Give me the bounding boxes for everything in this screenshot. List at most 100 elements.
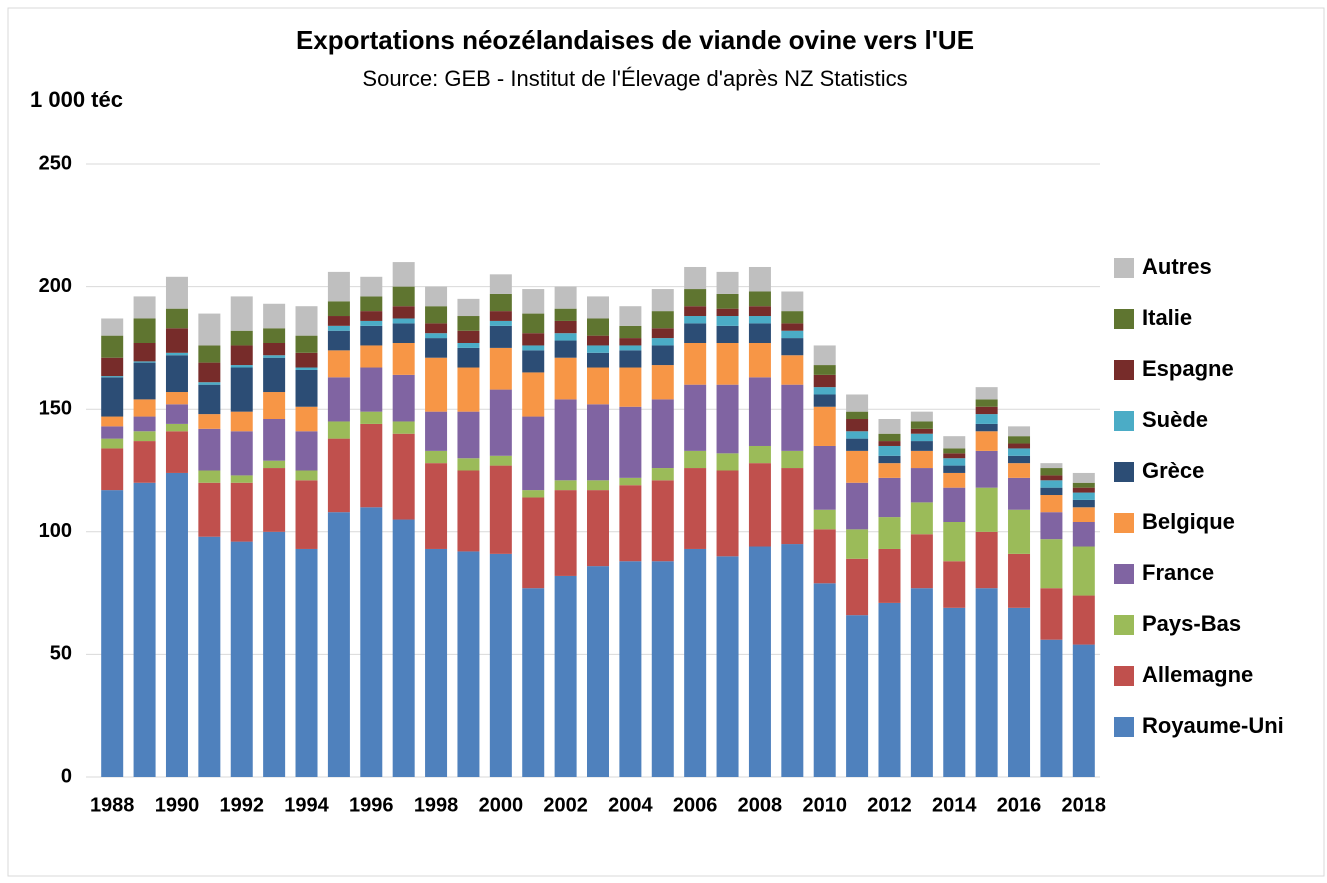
bar-segment xyxy=(813,387,836,395)
bar-segment xyxy=(554,308,577,321)
bar-segment xyxy=(425,286,448,307)
bar-segment xyxy=(133,318,156,343)
bar-segment xyxy=(198,313,221,346)
bar-segment xyxy=(619,306,642,326)
bar-segment xyxy=(1040,487,1063,496)
bar-segment xyxy=(263,392,286,420)
bar-segment xyxy=(133,399,156,417)
bar-segment xyxy=(587,352,609,368)
bar-segment xyxy=(619,345,642,351)
y-tick-label: 0 xyxy=(61,765,72,787)
bar-segment xyxy=(360,325,383,346)
bar-segment xyxy=(975,487,998,532)
bar-segment xyxy=(813,529,836,584)
bar-segment xyxy=(133,362,156,400)
y-tick-label: 250 xyxy=(39,152,72,174)
bar-segment xyxy=(716,342,739,385)
bar-segment xyxy=(781,468,804,545)
bar-segment xyxy=(360,345,383,368)
bar-segment xyxy=(684,342,707,385)
x-tick-label: 1996 xyxy=(349,794,394,816)
bar-segment xyxy=(716,325,739,343)
bar-segment xyxy=(651,311,674,329)
x-tick-label: 2012 xyxy=(867,794,912,816)
x-tick-label: 2018 xyxy=(1062,794,1107,816)
bar-segment xyxy=(165,431,188,473)
bar-segment xyxy=(392,318,415,324)
bar-segment xyxy=(943,453,966,459)
bar-segment xyxy=(425,306,448,324)
bar-segment xyxy=(651,345,674,366)
bar-segment xyxy=(943,472,966,488)
bar-segment xyxy=(522,372,545,417)
bar-segment xyxy=(457,316,480,331)
bar-segment xyxy=(554,490,577,576)
bar-segment xyxy=(554,480,577,491)
bar-segment xyxy=(360,411,383,424)
bar-segment xyxy=(651,365,674,400)
bar-segment xyxy=(975,588,998,777)
bar-segment xyxy=(101,426,124,439)
bar-segment xyxy=(165,423,188,432)
legend-swatch xyxy=(1114,258,1134,278)
bar-segment xyxy=(360,320,383,326)
bar-segment xyxy=(101,438,124,449)
bar-segment xyxy=(392,306,415,319)
bar-segment xyxy=(133,441,156,483)
legend-label: Royaume-Uni xyxy=(1142,713,1284,738)
bar-segment xyxy=(457,551,480,777)
bar-segment xyxy=(263,419,286,461)
bar-segment xyxy=(327,438,350,513)
bar-segment xyxy=(554,357,577,400)
bar-segment xyxy=(392,262,415,287)
bar-segment xyxy=(133,416,156,432)
bar-segment xyxy=(263,303,286,329)
bar-segment xyxy=(651,480,674,562)
bar-segment xyxy=(1072,595,1095,645)
y-tick-label: 150 xyxy=(39,397,72,419)
bar-segment xyxy=(489,389,512,456)
bar-segment xyxy=(230,367,253,412)
bar-segment xyxy=(198,384,221,415)
bar-segment xyxy=(263,357,286,393)
legend-swatch xyxy=(1114,717,1134,737)
bar-segment xyxy=(619,325,642,339)
x-tick-label: 2006 xyxy=(673,794,718,816)
bar-segment xyxy=(813,345,836,366)
bar-segment xyxy=(1008,509,1031,554)
bar-segment xyxy=(813,583,836,777)
bar-segment xyxy=(813,445,836,510)
bar-segment xyxy=(489,325,512,348)
chart-subtitle: Source: GEB - Institut de l'Élevage d'ap… xyxy=(362,66,907,91)
bar-segment xyxy=(230,411,253,432)
bar-segment xyxy=(1040,463,1063,469)
bar-segment xyxy=(133,482,156,777)
x-tick-label: 2002 xyxy=(543,794,588,816)
bar-segment xyxy=(457,411,480,459)
bar-segment xyxy=(198,470,221,483)
bar-segment xyxy=(716,453,739,471)
bar-segment xyxy=(846,419,869,432)
bar-segment xyxy=(295,306,318,336)
legend-label: Italie xyxy=(1142,305,1192,330)
bar-segment xyxy=(425,450,448,464)
bar-segment xyxy=(943,561,966,608)
bar-segment xyxy=(1072,472,1095,483)
bar-segment xyxy=(1040,588,1063,640)
bar-segment xyxy=(489,465,512,554)
bar-segment xyxy=(101,416,124,427)
bar-segment xyxy=(554,333,577,341)
x-tick-label: 1990 xyxy=(155,794,200,816)
legend-label: Suède xyxy=(1142,407,1208,432)
y-tick-label: 200 xyxy=(39,275,72,297)
x-tick-label: 1998 xyxy=(414,794,459,816)
x-tick-label: 2014 xyxy=(932,794,977,816)
bar-segment xyxy=(198,362,221,383)
bar-segment xyxy=(878,445,901,456)
bar-segment xyxy=(748,316,771,324)
bar-segment xyxy=(975,414,998,424)
legend-swatch xyxy=(1114,615,1134,635)
legend-label: Pays-Bas xyxy=(1142,611,1241,636)
bar-segment xyxy=(522,333,545,346)
bar-segment xyxy=(295,369,318,407)
